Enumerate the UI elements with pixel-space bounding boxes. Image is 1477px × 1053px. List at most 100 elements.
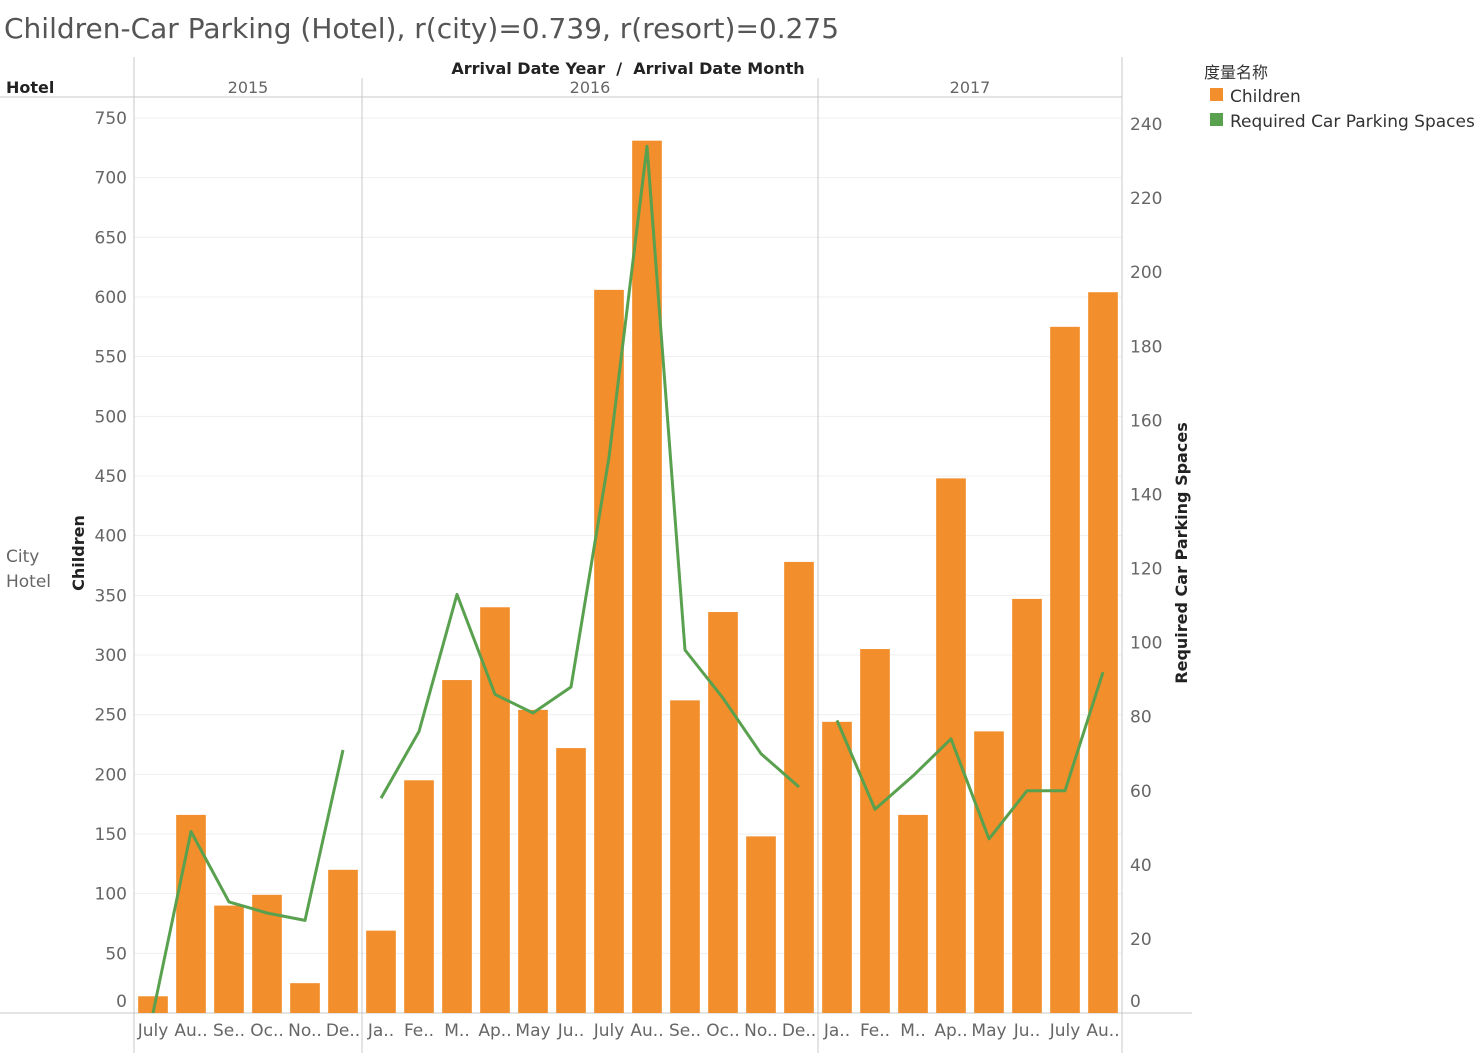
y-tick-label-right: 240 bbox=[1130, 115, 1162, 135]
y-tick-label-left: 550 bbox=[95, 348, 127, 368]
row-header-label: Hotel bbox=[6, 78, 54, 97]
y-tick-label-left: 750 bbox=[95, 109, 127, 129]
y-tick-label-right: 20 bbox=[1130, 930, 1152, 950]
y-tick-label-right: 40 bbox=[1130, 856, 1152, 876]
y-tick-label-right: 200 bbox=[1130, 263, 1162, 283]
x-tick-label-month: Se.. bbox=[669, 1021, 701, 1041]
y-tick-label-left: 450 bbox=[95, 467, 127, 487]
y-tick-label-right: 100 bbox=[1130, 634, 1162, 654]
legend-swatch-children bbox=[1210, 88, 1223, 101]
y-tick-label-right: 140 bbox=[1130, 485, 1162, 505]
bar-children bbox=[480, 607, 510, 1013]
line-segment-parking bbox=[835, 671, 1105, 841]
bars-children bbox=[138, 140, 1118, 1014]
y-axis-title-right: Required Car Parking Spaces bbox=[1172, 422, 1191, 683]
bar-children bbox=[214, 905, 244, 1013]
y-tick-label-left: 0 bbox=[116, 992, 127, 1012]
x-tick-label-month: July bbox=[1049, 1021, 1081, 1041]
bar-children bbox=[594, 289, 624, 1014]
y-axis-ticks-right: 0 20 40 60 80 100 120 140 160 180 200 220 240 bbox=[1130, 115, 1162, 1012]
bar-children bbox=[822, 721, 852, 1013]
bar-children bbox=[746, 836, 776, 1013]
line-parking-spaces bbox=[151, 144, 1105, 1014]
bar-children bbox=[784, 561, 814, 1013]
x-tick-label-month: July bbox=[593, 1021, 625, 1041]
y-tick-label-left: 350 bbox=[95, 586, 127, 606]
y-tick-label-left: 600 bbox=[95, 288, 127, 308]
x-tick-label-month: Ap.. bbox=[478, 1021, 511, 1041]
x-tick-label-month: Ju.. bbox=[1013, 1021, 1041, 1041]
x-tick-label-month: Ju.. bbox=[557, 1021, 585, 1041]
bar-children bbox=[290, 983, 320, 1013]
x-tick-label-month: Au.. bbox=[174, 1021, 207, 1041]
row-label-hotel: Hotel bbox=[6, 572, 51, 592]
bar-children bbox=[328, 869, 358, 1013]
y-tick-label-left: 150 bbox=[95, 825, 127, 845]
x-tick-label-month: M.. bbox=[444, 1021, 469, 1041]
y-axis-ticks-left: 0 50 100 150 200 250 300 350 400 450 500 550 600 650 7… bbox=[95, 109, 127, 1012]
bar-children bbox=[138, 996, 168, 1013]
x-tick-label-month: Au.. bbox=[630, 1021, 663, 1041]
bar-children bbox=[936, 478, 966, 1013]
y-tick-label-right: 160 bbox=[1130, 411, 1162, 431]
x-tick-label-month: No.. bbox=[288, 1021, 322, 1041]
bar-children bbox=[1088, 292, 1118, 1013]
x-tick-label-month: May bbox=[971, 1021, 1006, 1041]
y-tick-label-right: 120 bbox=[1130, 560, 1162, 580]
y-axis-title-left: Children bbox=[69, 515, 88, 591]
y-tick-label-left: 300 bbox=[95, 646, 127, 666]
y-tick-label-right: 0 bbox=[1130, 992, 1141, 1012]
column-header-title: Arrival Date Year / Arrival Date Month bbox=[451, 59, 804, 78]
x-tick-label-month: M.. bbox=[900, 1021, 925, 1041]
legend: 度量名称 Children Required Car Parking Space… bbox=[1204, 63, 1475, 132]
year-label: 2015 bbox=[228, 78, 269, 97]
y-tick-label-right: 60 bbox=[1130, 782, 1152, 802]
bar-children bbox=[670, 700, 700, 1013]
bar-children bbox=[366, 930, 396, 1013]
y-tick-label-left: 700 bbox=[95, 169, 127, 189]
x-tick-label-month: Au.. bbox=[1086, 1021, 1119, 1041]
gridlines bbox=[134, 117, 1122, 954]
x-tick-label-month: May bbox=[515, 1021, 550, 1041]
line-segment-parking bbox=[379, 144, 800, 799]
y-tick-label-left: 250 bbox=[95, 706, 127, 726]
bar-children bbox=[404, 780, 434, 1013]
x-tick-label-month: Ja.. bbox=[367, 1021, 394, 1041]
legend-title: 度量名称 bbox=[1204, 63, 1268, 82]
bar-children bbox=[556, 748, 586, 1013]
x-tick-label-month: Fe.. bbox=[860, 1021, 890, 1041]
year-label: 2016 bbox=[570, 78, 611, 97]
year-headers: 2015 2016 2017 bbox=[228, 78, 991, 97]
bar-children bbox=[1050, 326, 1080, 1013]
bar-children bbox=[708, 612, 738, 1013]
year-label: 2017 bbox=[950, 78, 991, 97]
bar-children bbox=[442, 680, 472, 1013]
y-tick-label-left: 100 bbox=[95, 885, 127, 905]
bar-children bbox=[898, 814, 928, 1013]
x-tick-label-month: Ja.. bbox=[823, 1021, 850, 1041]
legend-swatch-parking bbox=[1210, 113, 1223, 126]
bar-children bbox=[860, 649, 890, 1013]
x-tick-label-month: De.. bbox=[326, 1021, 360, 1041]
y-tick-label-right: 80 bbox=[1130, 708, 1152, 728]
y-tick-label-left: 200 bbox=[95, 765, 127, 785]
y-tick-label-left: 400 bbox=[95, 527, 127, 547]
y-tick-label-left: 650 bbox=[95, 228, 127, 248]
x-tick-label-month: Ap.. bbox=[934, 1021, 967, 1041]
y-tick-label-left: 500 bbox=[95, 407, 127, 427]
bar-children bbox=[176, 814, 206, 1013]
x-tick-label-month: No.. bbox=[744, 1021, 778, 1041]
bar-children bbox=[518, 709, 548, 1013]
x-tick-label-month: Se.. bbox=[213, 1021, 245, 1041]
legend-label-children: Children bbox=[1230, 87, 1301, 107]
row-label-city: City bbox=[6, 547, 39, 567]
y-tick-label-left: 50 bbox=[105, 944, 127, 964]
x-axis-month-labels: July Au.. Se.. Oc.. No.. De.. Ja.. Fe.. M.. Ap.. M… bbox=[137, 1021, 1120, 1041]
bar-children bbox=[974, 731, 1004, 1013]
chart-title: Children-Car Parking (Hotel), r(city)=0.… bbox=[4, 12, 839, 45]
line-segment-parking bbox=[151, 749, 345, 1014]
x-tick-label-month: July bbox=[137, 1021, 169, 1041]
x-tick-label-month: Fe.. bbox=[404, 1021, 434, 1041]
x-tick-label-month: De.. bbox=[782, 1021, 816, 1041]
x-tick-label-month: Oc.. bbox=[250, 1021, 284, 1041]
